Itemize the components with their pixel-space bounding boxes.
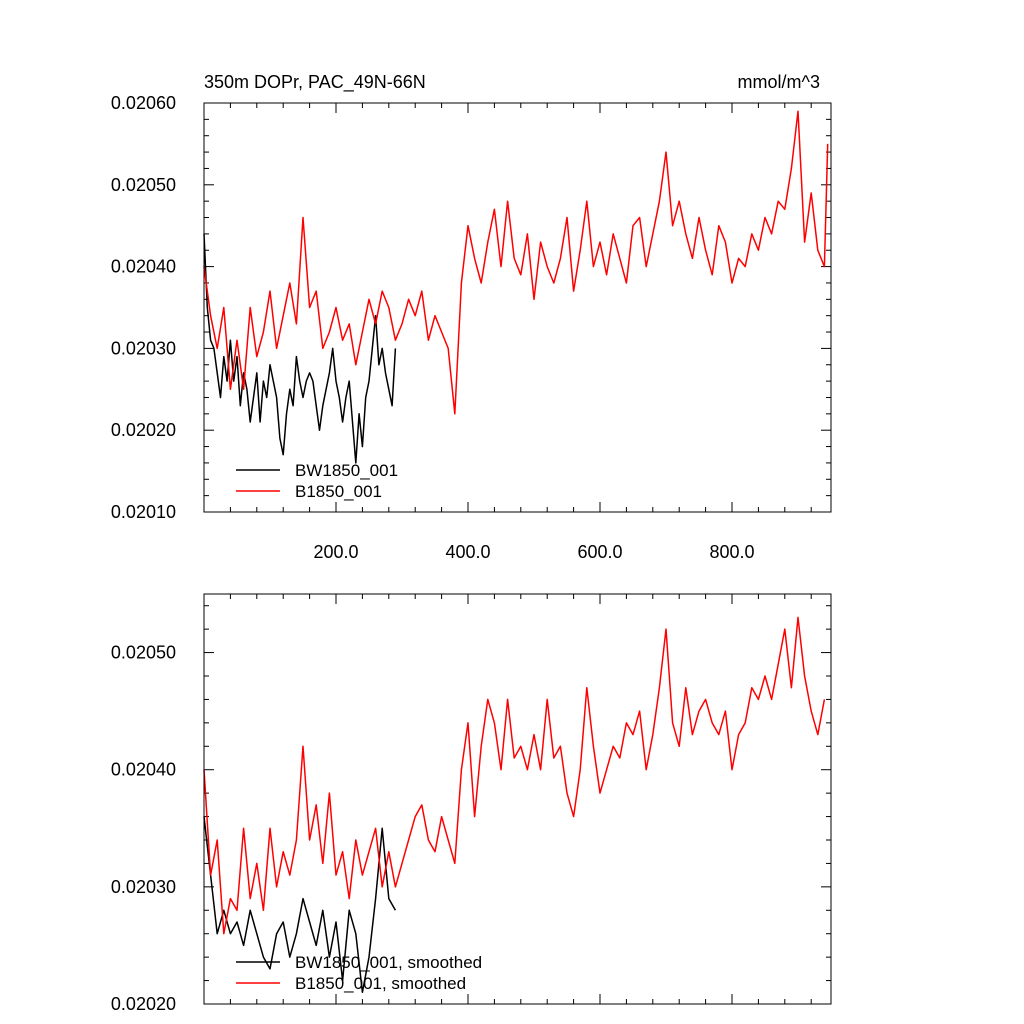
y-tick-label: 0.02020 (111, 994, 176, 1014)
y-tick-label: 0.02050 (111, 175, 176, 195)
y-tick-label: 0.02050 (111, 643, 176, 663)
y-tick-label: 0.02030 (111, 877, 176, 897)
plot-area (203, 616, 826, 994)
x-axis (203, 594, 812, 1004)
units-label: mmol/m^3 (738, 72, 820, 92)
x-tick-label: 600.0 (577, 542, 622, 562)
series-line-0 (203, 233, 397, 464)
bottom-panel: 0.02020 0.02030 0.02040 0.02050 BW1850_001,… (111, 593, 832, 1014)
legend-label-b1850-smoothed: B1850_001, smoothed (295, 974, 466, 993)
y-axis: 0.02010 0.02020 0.02030 0.02040 0.02050 0.020… (111, 93, 831, 522)
x-tick-label: 400.0 (445, 542, 490, 562)
x-tick-label: 200.0 (313, 542, 358, 562)
plot-frame (203, 102, 832, 513)
series-line-1 (203, 616, 826, 935)
legend-label-bw1850-smoothed: BW1850_001, smoothed (295, 953, 482, 972)
legend-label-b1850: B1850_001 (295, 482, 382, 501)
top-panel: 350m DOPr, PAC_49N-66N mmol/m^3 0.020100… (111, 72, 832, 562)
y-tick-label: 0.02040 (111, 760, 176, 780)
panel-title: 350m DOPr, PAC_49N-66N (204, 72, 426, 93)
y-tick-label: 0.02040 (111, 257, 176, 277)
y-tick-label: 0.02020 (111, 420, 176, 440)
legend-label-bw1850: BW1850_001 (295, 461, 398, 480)
series-line-1 (203, 110, 829, 415)
legend: BW1850_001 B1850_001 (236, 461, 398, 501)
y-tick-label: 0.02010 (111, 502, 176, 522)
y-tick-label: 0.02030 (111, 338, 176, 358)
plot-frame (203, 593, 832, 1005)
series-line-0 (203, 816, 397, 994)
legend: BW1850_001, smoothed B1850_001, smoothed (236, 953, 482, 993)
x-axis: 200.0 400.0 600.0 800.0 (203, 103, 812, 562)
plot-area (203, 110, 829, 464)
y-tick-label: 0.02060 (111, 93, 176, 113)
y-axis: 0.02020 0.02030 0.02040 0.02050 (111, 605, 831, 1014)
x-tick-label: 800.0 (709, 542, 754, 562)
